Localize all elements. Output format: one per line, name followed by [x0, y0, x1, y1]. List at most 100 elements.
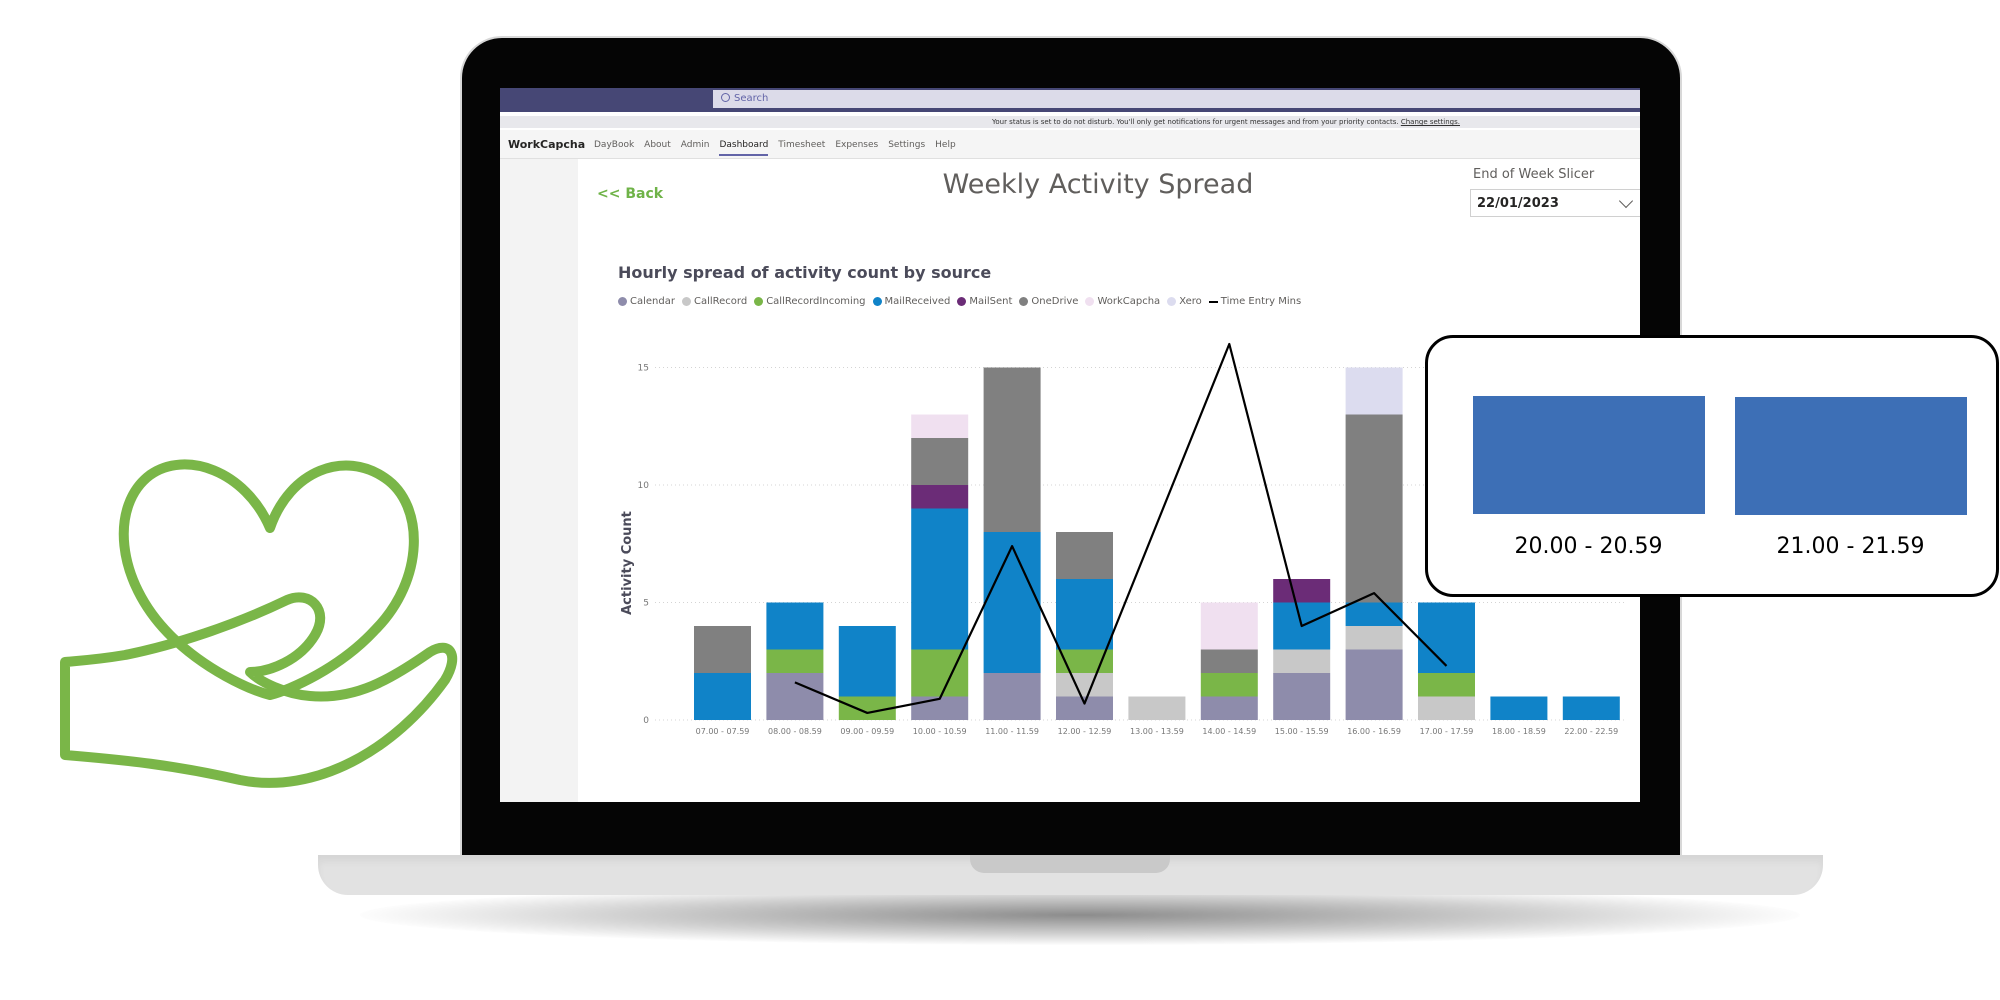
bar-segment-calendar	[1273, 673, 1331, 720]
x-tick-label: 18.00 - 18.59	[1492, 727, 1546, 736]
bar-segment-workcapcha	[911, 414, 969, 438]
tab-admin[interactable]: Admin	[680, 140, 710, 150]
legend-label: Calendar	[630, 296, 675, 307]
search-input[interactable]: Search	[713, 90, 1640, 108]
end-of-week-slicer[interactable]: 22/01/2023	[1470, 189, 1640, 217]
bar-segment-onedrive	[694, 626, 751, 673]
x-tick-label: 13.00 - 13.59	[1130, 727, 1184, 736]
left-rail	[500, 159, 578, 802]
topbar-left	[500, 88, 713, 112]
zoom-bar-20	[1473, 396, 1705, 514]
bar-segment-onedrive	[1056, 532, 1113, 579]
x-tick-label: 08.00 - 08.59	[768, 727, 822, 736]
bar-segment-calendar	[983, 673, 1041, 720]
legend-item-onedrive[interactable]: OneDrive	[1019, 296, 1078, 307]
legend-swatch	[681, 297, 691, 306]
legend-label: OneDrive	[1031, 296, 1079, 307]
bar-segment-callrecordincoming	[766, 649, 824, 673]
legend-label: MailSent	[969, 296, 1013, 307]
bar-segment-workcapcha	[1200, 602, 1258, 650]
legend-item-xero[interactable]: Xero	[1167, 296, 1202, 307]
x-tick-label: 11.00 - 11.59	[985, 727, 1039, 736]
legend-label: MailReceived	[884, 296, 951, 307]
slicer-label: End of Week Slicer	[1473, 167, 1595, 182]
zoom-bar-21	[1735, 397, 1967, 515]
legend-label: CallRecord	[693, 296, 748, 307]
search-icon	[721, 93, 730, 102]
status-notice: Your status is set to do not disturb. Yo…	[500, 116, 1640, 128]
legend-swatch	[1019, 297, 1029, 306]
y-axis-title: Activity Count	[620, 511, 635, 615]
bar-segment-onedrive	[1200, 649, 1258, 673]
bar-segment-calendar	[1345, 649, 1403, 720]
line-time-entry-mins	[794, 342, 1448, 715]
legend-item-mailreceived[interactable]: MailReceived	[872, 296, 951, 307]
tab-settings[interactable]: Settings	[888, 140, 926, 150]
x-tick-label: 14.00 - 14.59	[1202, 727, 1256, 736]
bar-segment-onedrive	[1345, 414, 1403, 603]
legend-swatch	[1085, 297, 1095, 306]
bar-segment-callrecord	[1273, 649, 1331, 673]
legend-swatch	[957, 297, 967, 306]
app-brand: WorkCapcha	[508, 138, 586, 151]
bar-segment-calendar	[1200, 696, 1258, 720]
bar-segment-callrecordincoming	[1418, 673, 1475, 697]
back-button[interactable]: << Back	[597, 186, 664, 202]
bar-segment-mailreceived	[1056, 579, 1113, 650]
app-navbar: WorkCapcha DayBook About Admin Dashboard…	[500, 130, 1640, 159]
bar-segment-mailsent	[1273, 579, 1331, 603]
y-tick-label: 5	[643, 599, 649, 609]
bar-segment-xero	[1345, 367, 1403, 415]
legend-swatch	[754, 297, 764, 306]
bar-segment-callrecord	[1345, 626, 1403, 650]
bar-segment-callrecord	[1418, 696, 1475, 720]
legend-label: Time Entry Mins	[1220, 296, 1302, 307]
tab-about[interactable]: About	[644, 140, 671, 150]
search-placeholder: Search	[734, 93, 769, 104]
legend-label: Xero	[1179, 296, 1202, 307]
hand-heart-icon	[60, 459, 458, 788]
chart-title: Hourly spread of activity count by sourc…	[618, 263, 992, 282]
y-tick-label: 15	[638, 364, 649, 374]
legend-item-mailsent[interactable]: MailSent	[957, 296, 1012, 307]
bar-segment-calendar	[1056, 696, 1113, 720]
app-topbar: Search	[500, 88, 1640, 112]
notice-text: Your status is set to do not disturb. Yo…	[992, 118, 1399, 126]
change-settings-link[interactable]: Change settings.	[1400, 118, 1460, 126]
y-tick-label: 0	[643, 716, 649, 726]
x-tick-label: 10.00 - 10.59	[913, 727, 967, 736]
x-tick-label: 07.00 - 07.59	[696, 727, 750, 736]
tab-timesheet[interactable]: Timesheet	[778, 140, 826, 150]
tab-expenses[interactable]: Expenses	[835, 140, 879, 150]
x-tick-label: 15.00 - 15.59	[1275, 727, 1329, 736]
bar-segment-mailreceived	[766, 602, 824, 650]
bar-segment-callrecordincoming	[838, 696, 896, 720]
laptop-notch	[970, 855, 1170, 873]
zoom-label-20: 20.00 - 20.59	[1514, 534, 1663, 559]
zoom-callout: 20.00 - 20.59 21.00 - 21.59	[1425, 335, 1999, 597]
x-tick-label: 09.00 - 09.59	[840, 727, 894, 736]
legend-item-callrecord[interactable]: CallRecord	[681, 296, 748, 307]
tab-daybook[interactable]: DayBook	[594, 140, 635, 150]
x-tick-label: 16.00 - 16.59	[1347, 727, 1401, 736]
bar-segment-callrecord	[1128, 696, 1186, 720]
legend-item-callrecordincoming[interactable]: CallRecordIncoming	[754, 296, 866, 307]
page-title: Weekly Activity Spread	[942, 169, 1254, 200]
y-tick-label: 10	[638, 481, 650, 491]
legend-swatch	[872, 297, 882, 306]
tab-dashboard[interactable]: Dashboard	[719, 140, 769, 156]
slicer-value: 22/01/2023	[1477, 196, 1559, 211]
tab-help[interactable]: Help	[935, 140, 956, 150]
bar-segment-mailreceived	[694, 673, 751, 720]
legend-label: CallRecordIncoming	[766, 296, 866, 307]
x-tick-label: 17.00 - 17.59	[1420, 727, 1474, 736]
bar-segment-mailreceived	[983, 532, 1041, 673]
bar-segment-mailsent	[911, 485, 969, 509]
bar-segment-onedrive	[983, 367, 1041, 532]
bar-segment-mailreceived	[1418, 602, 1475, 673]
legend-item-time-entry-mins[interactable]: Time Entry Mins	[1208, 296, 1302, 307]
chart-legend: Calendar CallRecord CallRecordIncoming Mail…	[618, 296, 1301, 307]
bar-segment-onedrive	[911, 438, 969, 485]
legend-item-workcapcha[interactable]: WorkCapcha	[1085, 296, 1160, 307]
legend-item-calendar[interactable]: Calendar	[618, 296, 675, 307]
